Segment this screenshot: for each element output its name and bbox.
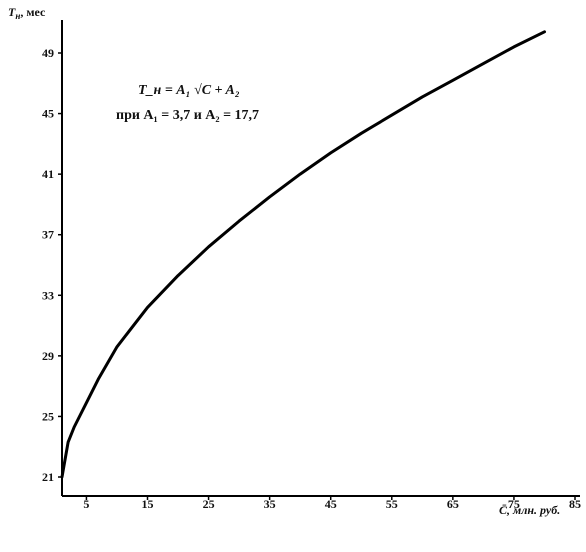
x-ticks: 5 15 25 35 45 55 65 75 85: [83, 496, 581, 511]
x-tick-label: 65: [447, 497, 459, 511]
y-tick-label: 21: [42, 470, 54, 484]
y-axis-title-unit: , мес: [20, 5, 46, 19]
x-tick-label: 75: [508, 497, 520, 511]
y-axis-title: Tн, мес: [8, 5, 46, 21]
x-tick-label: 5: [83, 497, 89, 511]
x-tick-label: 25: [203, 497, 215, 511]
y-ticks: 21 25 29 33 37 41 45 49: [42, 46, 62, 484]
y-tick-label: 45: [42, 107, 54, 121]
y-tick-label: 37: [42, 228, 54, 242]
y-tick-label: 29: [42, 349, 54, 363]
formula-line-1: T_н = A₁ √C + A₂: [138, 83, 240, 98]
y-tick-label: 25: [42, 409, 54, 423]
series-line: [60, 30, 546, 479]
x-tick-label: 45: [325, 497, 337, 511]
x-tick-label: 15: [142, 497, 154, 511]
x-tick-label: 85: [569, 497, 581, 511]
x-tick-label: 35: [264, 497, 276, 511]
y-tick-label: 41: [42, 167, 54, 181]
x-tick-label: 55: [386, 497, 398, 511]
x-axis-title: C̄, млн. руб.: [499, 503, 560, 517]
formula-line-2: при A₁ = 3,7 и A₂ = 17,7: [116, 108, 259, 123]
y-tick-label: 33: [42, 288, 54, 302]
y-tick-label: 49: [42, 46, 54, 60]
y-axis-title-subscript: н: [15, 11, 20, 21]
